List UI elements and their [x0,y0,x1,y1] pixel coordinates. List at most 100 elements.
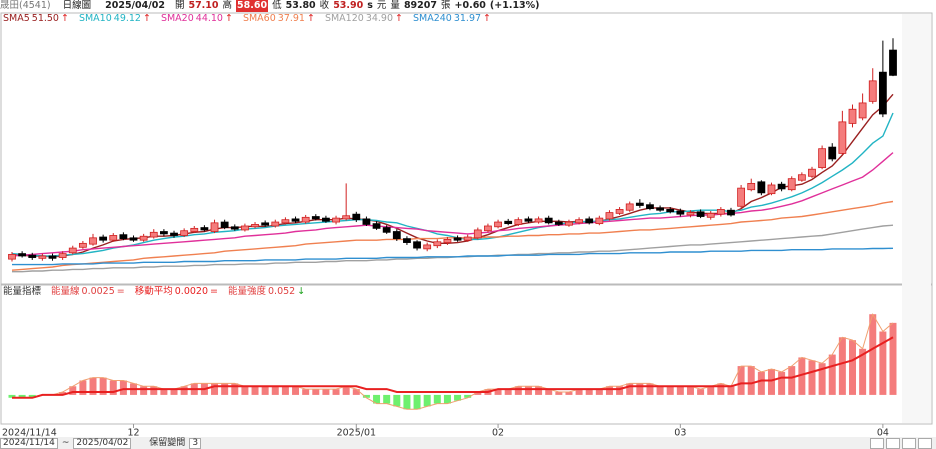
legend-value: 44.10 [195,13,223,24]
candle-body [565,221,573,226]
start-date[interactable]: 2024/11/14 [0,437,58,449]
keep-value[interactable]: 3 [189,437,202,449]
control-button[interactable] [870,437,884,449]
candle-body [230,226,239,230]
separator: ~ [61,438,70,448]
bar [788,366,796,395]
candle-body [149,231,158,238]
bar [727,386,735,395]
legend-item: SMA120 34.90 ↑ [325,13,405,24]
legend-name: SMA5 [3,13,30,24]
bar [737,366,745,395]
bar [281,386,289,395]
bar [818,363,826,395]
bar [494,389,502,395]
footer: 2024/11/14 ~ 2025/04/02 保留變間 3 [0,437,936,449]
candle-body [484,225,492,232]
line [11,93,894,258]
bar [535,386,543,395]
candle-body [271,221,280,227]
bar [454,394,462,401]
candle-body [696,211,705,217]
candle-body [8,253,16,260]
x-tick-label: 2024/11/14 [2,428,57,439]
bar [545,389,553,395]
bar [140,386,148,395]
candle-body [494,221,502,228]
low: 53.80 [285,0,316,11]
candle-body [585,218,594,224]
candle-body [322,217,330,222]
x-tick-label: 2025/01 [337,428,376,439]
bar [879,331,887,395]
high-label: 高 [222,0,233,11]
legend-trend: = [116,286,125,297]
bar [261,386,269,395]
bar [717,383,725,395]
bar [373,394,381,404]
bar [18,394,26,398]
candle-body [78,242,87,248]
candle-body [453,237,462,241]
unit-s: s [367,0,373,11]
bar [443,394,451,404]
bar [99,377,107,395]
legend-item: SMA10 49.12 ↑ [79,13,153,24]
indicator-layer [8,312,897,410]
bar [119,380,127,395]
legend-name: SMA120 [324,13,364,24]
legend-value: 0.0025 [81,286,115,297]
legend-value: 49.12 [113,13,141,24]
bar [150,386,158,395]
candle-body [848,108,857,124]
bar [565,392,573,395]
bar [686,386,694,395]
candle-body [159,231,168,235]
end-date[interactable]: 2025/04/02 [73,437,132,449]
bar [302,389,310,395]
legend-value: 31.97 [453,13,482,24]
line [11,112,894,257]
candle-body [889,49,897,76]
x-tick-label: 03 [674,428,686,439]
candle-body [656,207,664,211]
candle-body [362,218,371,225]
bar [656,386,664,395]
candle-body [716,209,725,215]
candle-body [646,204,654,210]
candle-body [828,146,837,160]
bar [180,386,188,395]
candle-body [666,209,675,213]
bar [616,386,624,395]
candle-body [534,218,543,223]
bar [221,383,229,395]
candle-body [473,229,482,239]
candle-body [727,209,735,216]
candle-body [38,255,47,259]
candle-body [514,219,523,225]
candle-body [676,210,685,215]
legend-trend: ↑ [483,13,492,24]
candle-body [808,168,816,177]
candle-body [635,202,644,206]
line [11,152,894,257]
control-button[interactable] [886,437,900,449]
bar [474,392,482,395]
candle-body [291,218,300,222]
bar [413,394,421,410]
candle-body [868,80,877,102]
candle-body [524,218,533,222]
bar [889,322,897,395]
bar [575,389,583,395]
x-axis: 2024/11/14 12 2025/01 02 03 04 [2,424,889,439]
control-button[interactable] [902,437,916,449]
bar [271,386,279,395]
close-label: 收 [319,0,330,11]
legend-trend: ↑ [306,13,315,24]
bar [524,386,532,395]
candle-body [706,212,715,218]
candle-body [443,239,452,243]
control-button[interactable] [918,437,932,449]
candle-body [625,203,634,211]
candle-body [858,102,867,119]
